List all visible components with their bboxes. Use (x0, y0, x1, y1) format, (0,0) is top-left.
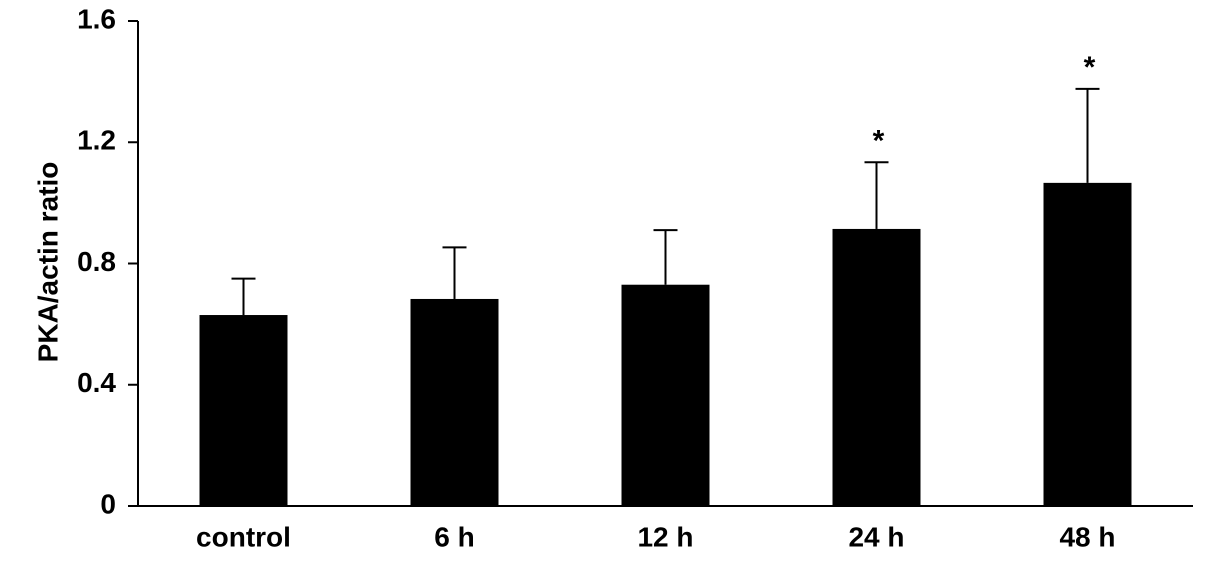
significance-marker: * (1084, 51, 1096, 84)
y-tick-label: 1.2 (77, 125, 116, 156)
x-tick-label: 12 h (637, 521, 693, 552)
bar (832, 228, 921, 506)
x-tick-label: 6 h (434, 521, 474, 552)
x-tick-label: 48 h (1059, 521, 1115, 552)
y-axis-label: PKA/actin ratio (32, 162, 63, 363)
y-tick-label: 0.4 (77, 367, 116, 398)
bar (1043, 182, 1132, 506)
x-tick-label: control (196, 521, 291, 552)
bar (621, 284, 710, 506)
x-tick-label: 24 h (848, 521, 904, 552)
bar (410, 298, 499, 506)
significance-marker: * (873, 124, 885, 157)
y-tick-label: 1.6 (77, 3, 116, 34)
y-tick-label: 0 (100, 488, 116, 519)
bar (199, 315, 288, 506)
y-tick-label: 0.8 (77, 246, 116, 277)
